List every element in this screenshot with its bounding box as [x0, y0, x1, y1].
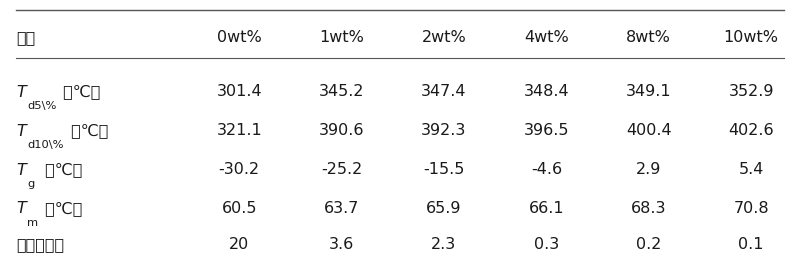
Text: 2.9: 2.9	[636, 162, 662, 177]
Text: 347.4: 347.4	[422, 84, 466, 99]
Text: 345.2: 345.2	[319, 84, 364, 99]
Text: 63.7: 63.7	[324, 201, 359, 216]
Text: 348.4: 348.4	[523, 84, 570, 99]
Text: 392.3: 392.3	[422, 123, 466, 138]
Text: 0.3: 0.3	[534, 237, 559, 252]
Text: -25.2: -25.2	[321, 162, 362, 177]
Text: 4wt%: 4wt%	[524, 30, 569, 45]
Text: 66.1: 66.1	[529, 201, 564, 216]
Text: 20: 20	[229, 237, 250, 252]
Text: （℃）: （℃）	[58, 84, 100, 99]
Text: 400.4: 400.4	[626, 123, 672, 138]
Text: d5\%: d5\%	[27, 101, 57, 111]
Text: 402.6: 402.6	[728, 123, 774, 138]
Text: -15.5: -15.5	[423, 162, 465, 177]
Text: （℃）: （℃）	[40, 162, 82, 177]
Text: -30.2: -30.2	[218, 162, 260, 177]
Text: 10wt%: 10wt%	[724, 30, 778, 45]
Text: 8wt%: 8wt%	[626, 30, 671, 45]
Text: 编号: 编号	[16, 30, 35, 45]
Text: 5.4: 5.4	[738, 162, 764, 177]
Text: 0wt%: 0wt%	[217, 30, 262, 45]
Text: 390.6: 390.6	[319, 123, 364, 138]
Text: 60.5: 60.5	[222, 201, 257, 216]
Text: 70.8: 70.8	[734, 201, 769, 216]
Text: 396.5: 396.5	[524, 123, 569, 138]
Text: $\mathit{T}$: $\mathit{T}$	[16, 200, 29, 217]
Text: -4.6: -4.6	[531, 162, 562, 177]
Text: 0.2: 0.2	[636, 237, 662, 252]
Text: 352.9: 352.9	[729, 84, 774, 99]
Text: $\mathit{T}$: $\mathit{T}$	[16, 84, 29, 100]
Text: 气体阻隔性: 气体阻隔性	[16, 237, 64, 252]
Text: 321.1: 321.1	[216, 123, 262, 138]
Text: （℃）: （℃）	[66, 123, 109, 138]
Text: $\mathit{T}$: $\mathit{T}$	[16, 123, 29, 139]
Text: m: m	[27, 218, 38, 228]
Text: 2.3: 2.3	[431, 237, 457, 252]
Text: g: g	[27, 179, 34, 189]
Text: 2wt%: 2wt%	[422, 30, 466, 45]
Text: 68.3: 68.3	[631, 201, 666, 216]
Text: 1wt%: 1wt%	[319, 30, 364, 45]
Text: 349.1: 349.1	[626, 84, 672, 99]
Text: 3.6: 3.6	[329, 237, 354, 252]
Text: d10\%: d10\%	[27, 140, 64, 150]
Text: （℃）: （℃）	[40, 201, 82, 216]
Text: 0.1: 0.1	[738, 237, 764, 252]
Text: 301.4: 301.4	[216, 84, 262, 99]
Text: 65.9: 65.9	[426, 201, 462, 216]
Text: $\mathit{T}$: $\mathit{T}$	[16, 162, 29, 178]
